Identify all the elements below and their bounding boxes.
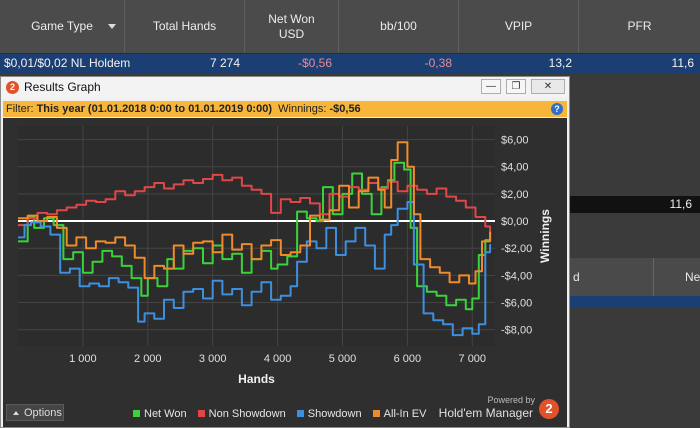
- legend-item-non-showdown[interactable]: Non Showdown: [197, 408, 286, 420]
- legend-item-net-won[interactable]: Net Won: [133, 408, 187, 420]
- chevron-down-icon[interactable]: [108, 24, 116, 29]
- table-header: Game Type Total Hands Net Won USD bb/100…: [0, 0, 700, 54]
- brand-logo-icon: 2: [539, 399, 559, 419]
- cell-vpip: 13,2: [548, 56, 572, 70]
- legend-label: Net Won: [144, 408, 187, 420]
- title-bar[interactable]: 2 Results Graph — ❐ ✕: [1, 77, 569, 98]
- cell-total-hands: 7 274: [209, 56, 240, 70]
- cell-pfr: 11,6: [669, 197, 692, 211]
- x-axis-label: Hands: [238, 372, 275, 386]
- divider: [653, 258, 654, 296]
- col-header-pfr[interactable]: PFR: [579, 0, 700, 53]
- series-line-net-won: [18, 161, 492, 311]
- col-header-pfr-label: PFR: [627, 19, 652, 33]
- legend-label: Showdown: [307, 408, 362, 420]
- cell-game-type: $0,01/$0,02 NL Holdem: [4, 56, 131, 70]
- col-header-total-hands-label: Total Hands: [152, 19, 217, 33]
- legend-swatch: [296, 410, 304, 417]
- table-header: d Ne: [567, 258, 700, 296]
- winnings-value: -$0,56: [329, 103, 361, 115]
- y-tick-label: -$4,00: [501, 270, 532, 282]
- filter-text: Filter: This year (01.01.2018 0:00 to 01…: [6, 101, 361, 117]
- window-title: Results Graph: [24, 80, 101, 94]
- y-axis-label: Winnings: [538, 209, 552, 263]
- x-tick-label: 6 000: [394, 353, 422, 365]
- col-header-net-won[interactable]: Net Won USD: [245, 0, 339, 53]
- help-icon[interactable]: ?: [551, 103, 563, 115]
- col-header-vpip-label: VPIP: [504, 19, 533, 33]
- series-line-all-in-ev: [18, 141, 492, 285]
- chart-legend: Net Won Non Showdown Showdown All-In EV: [133, 408, 434, 422]
- powered-by-label: Powered by: [487, 395, 535, 405]
- col-header-vpip[interactable]: VPIP: [459, 0, 579, 53]
- y-tick-label: $0,00: [501, 216, 529, 228]
- table-row[interactable]: 11,6: [567, 196, 700, 213]
- legend-swatch: [133, 410, 140, 417]
- filter-bar[interactable]: Filter: This year (01.01.2018 0:00 to 01…: [3, 101, 567, 117]
- series-line-non-showdown: [18, 173, 492, 232]
- winnings-label: Winnings:: [278, 103, 327, 115]
- close-button[interactable]: ✕: [531, 79, 565, 94]
- minimize-button[interactable]: —: [481, 79, 501, 94]
- y-tick-label: $2,00: [501, 189, 529, 201]
- y-tick-label: -$6,00: [501, 298, 532, 310]
- y-tick-label: $4,00: [501, 162, 529, 174]
- x-tick-label: 7 000: [459, 353, 487, 365]
- brand-block: Powered by Hold'em Manager 2: [439, 395, 559, 423]
- x-tick-label: 2 000: [134, 353, 162, 365]
- options-button[interactable]: Options: [6, 404, 64, 421]
- y-tick-label: $6,00: [501, 135, 529, 147]
- brand-name: Hold'em Manager: [438, 406, 533, 420]
- x-tick-label: 4 000: [264, 353, 292, 365]
- col-header-fragment: Ne: [685, 270, 700, 284]
- chart-panel: $6,00 $4,00 $2,00 $0,00 -$2,00 -$4,00 -$6,00 -$…: [3, 118, 567, 427]
- col-header-net-won-unit: USD: [278, 26, 305, 41]
- y-tick-label: -$8,00: [501, 325, 532, 337]
- cell-bb100: -0,38: [424, 56, 452, 70]
- series-line-showdown: [18, 201, 492, 337]
- col-header-bb100-label: bb/100: [380, 19, 417, 33]
- legend-item-showdown[interactable]: Showdown: [296, 408, 362, 420]
- app-logo-icon: 2: [6, 81, 19, 94]
- legend-item-all-in-ev[interactable]: All-In EV: [372, 408, 427, 420]
- col-header-bb100[interactable]: bb/100: [339, 0, 459, 53]
- x-tick-label: 5 000: [329, 353, 357, 365]
- filter-range: This year (01.01.2018 0:00 to 01.01.2019…: [36, 103, 272, 115]
- table-row[interactable]: $0,01/$0,02 NL Holdem 7 274 -$0,56 -0,38…: [0, 54, 700, 73]
- y-tick-label: -$2,00: [501, 243, 532, 255]
- legend-label: Non Showdown: [208, 408, 286, 420]
- caret-up-icon: [13, 411, 19, 415]
- cell-net-won: -$0,56: [297, 56, 332, 70]
- x-tick-label: 3 000: [199, 353, 227, 365]
- maximize-button[interactable]: ❐: [506, 79, 526, 94]
- col-header-game-type[interactable]: Game Type: [0, 0, 125, 53]
- legend-swatch: [372, 410, 380, 417]
- cell-pfr: 11,6: [671, 56, 694, 70]
- col-header-game-type-label: Game Type: [31, 19, 93, 33]
- col-header-fragment: d: [573, 270, 580, 284]
- legend-label: All-In EV: [383, 408, 427, 420]
- x-tick-label: 1 000: [69, 353, 97, 365]
- results-chart: $6,00 $4,00 $2,00 $0,00 -$2,00 -$4,00 -$6,00 -$…: [18, 126, 552, 386]
- col-header-net-won-label: Net Won: [268, 11, 315, 26]
- table-row[interactable]: [567, 296, 700, 308]
- filter-label: Filter:: [6, 103, 34, 115]
- col-header-total-hands[interactable]: Total Hands: [125, 0, 245, 53]
- results-graph-window: 2 Results Graph — ❐ ✕ Filter: This year …: [0, 76, 570, 428]
- plot-area: [18, 126, 495, 346]
- legend-swatch: [197, 410, 205, 417]
- table-background: [567, 213, 700, 258]
- options-label: Options: [24, 407, 62, 419]
